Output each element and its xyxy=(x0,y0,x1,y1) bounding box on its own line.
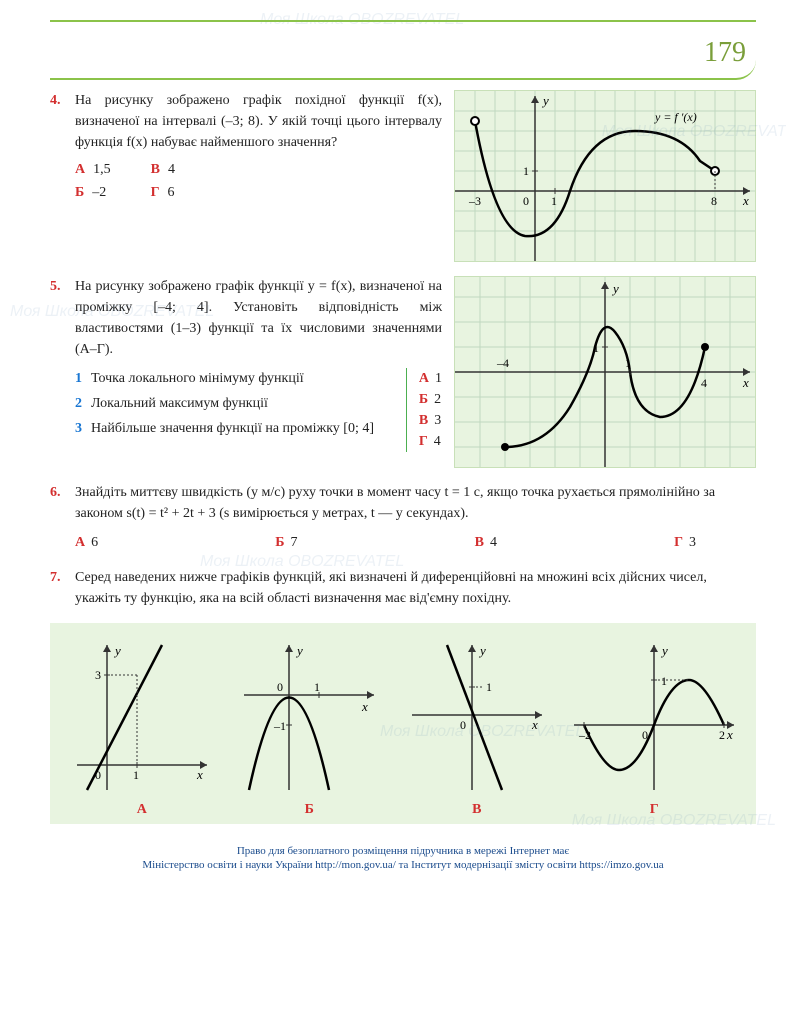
svg-text:4: 4 xyxy=(701,376,707,390)
footer-line1: Право для безоплатного розміщення підруч… xyxy=(50,844,756,858)
chart-p5: y x –4 1 4 1 xyxy=(454,276,756,468)
svg-text:8: 8 xyxy=(711,194,717,208)
footer-line2: Міністерство освіти і науки України http… xyxy=(50,858,756,872)
svg-text:–3: –3 xyxy=(468,194,481,208)
match-right-item: А1 xyxy=(419,368,442,389)
svg-text:–2: –2 xyxy=(578,728,591,742)
mini-chart-a: 3 1 0 y x А xyxy=(67,635,217,820)
page-footer: Право для безоплатного розміщення підруч… xyxy=(50,844,756,873)
page-header: 179 xyxy=(50,20,756,80)
svg-text:1: 1 xyxy=(133,768,139,782)
mini-chart-b: –1 1 0 y x Б xyxy=(234,635,384,820)
svg-text:0: 0 xyxy=(95,768,101,782)
svg-text:1: 1 xyxy=(551,194,557,208)
match-right-item: Б2 xyxy=(419,389,442,410)
chart-label: А xyxy=(67,799,217,820)
answer-option: В4 xyxy=(475,532,497,553)
charts-grid-p7: 3 1 0 y x А –1 1 0 y x Б xyxy=(50,623,756,824)
problem-number: 7. xyxy=(50,567,75,609)
chart-label: Г xyxy=(569,799,739,820)
problem-7: 7. Серед наведених нижче графіків функці… xyxy=(50,567,756,609)
chart-label: В xyxy=(402,799,552,820)
match-right-item: Г4 xyxy=(419,431,442,452)
svg-text:1: 1 xyxy=(523,164,529,178)
problem-number: 6. xyxy=(50,482,75,553)
svg-text:1: 1 xyxy=(661,674,667,688)
svg-text:y: y xyxy=(113,643,121,658)
problem-number: 4. xyxy=(50,90,75,262)
chart-p4: y x y = f ′(x) –3 0 1 8 1 xyxy=(454,90,756,262)
problem-5: 5. На рисунку зображено графік функції y… xyxy=(50,276,756,468)
mini-chart-c: 1 0 y x В xyxy=(402,635,552,820)
svg-text:y: y xyxy=(478,643,486,658)
answer-option: В4 xyxy=(151,159,175,180)
svg-text:1: 1 xyxy=(593,341,599,355)
svg-text:3: 3 xyxy=(95,668,101,682)
problem-number: 5. xyxy=(50,276,75,468)
problem-6: 6. Знайдіть миттєву швидкість (у м/с) ру… xyxy=(50,482,756,553)
page-number: 179 xyxy=(704,32,746,74)
chart-label: Б xyxy=(234,799,384,820)
svg-text:0: 0 xyxy=(642,728,648,742)
svg-text:x: x xyxy=(742,375,749,390)
svg-text:0: 0 xyxy=(460,718,466,732)
answer-option: А1,5 xyxy=(75,159,111,180)
svg-text:0: 0 xyxy=(277,680,283,694)
answer-option: А6 xyxy=(75,532,98,553)
problem-text: Знайдіть миттєву швидкість (у м/с) руху … xyxy=(75,482,756,524)
svg-text:x: x xyxy=(726,727,733,742)
mini-chart-d: 1 –2 2 0 y x Г xyxy=(569,635,739,820)
svg-text:1: 1 xyxy=(314,680,320,694)
svg-text:y: y xyxy=(541,93,549,108)
svg-text:1: 1 xyxy=(625,356,631,370)
svg-text:x: x xyxy=(531,717,538,732)
svg-text:y: y xyxy=(295,643,303,658)
svg-text:y: y xyxy=(660,643,668,658)
match-left-item: 2Локальний максимум функції xyxy=(75,393,388,414)
answer-option: Г3 xyxy=(674,532,696,553)
svg-text:y: y xyxy=(611,281,619,296)
answer-option: Г6 xyxy=(151,182,175,203)
svg-text:1: 1 xyxy=(486,680,492,694)
problem-text: На рисунку зображено графік функції y = … xyxy=(75,276,442,360)
svg-text:x: x xyxy=(196,767,203,782)
svg-text:x: x xyxy=(361,699,368,714)
problem-4: 4. На рисунку зображено графік похідної … xyxy=(50,90,756,262)
svg-text:–4: –4 xyxy=(496,356,509,370)
match-right-item: В3 xyxy=(419,410,442,431)
answer-option: Б–2 xyxy=(75,182,111,203)
svg-text:y = f ′(x): y = f ′(x) xyxy=(654,110,697,124)
problem-text: На рисунку зображено графік похідної фун… xyxy=(75,90,442,153)
problem-text: Серед наведених нижче графіків функцій, … xyxy=(75,567,756,609)
match-left-item: 1Точка локального мінімуму функції xyxy=(75,368,388,389)
svg-text:x: x xyxy=(742,193,749,208)
svg-text:0: 0 xyxy=(523,194,529,208)
match-left-item: 3Найбільше значення функції на проміжку … xyxy=(75,418,388,439)
svg-text:2: 2 xyxy=(719,728,725,742)
svg-text:–1: –1 xyxy=(273,719,286,733)
answer-option: Б7 xyxy=(275,532,297,553)
